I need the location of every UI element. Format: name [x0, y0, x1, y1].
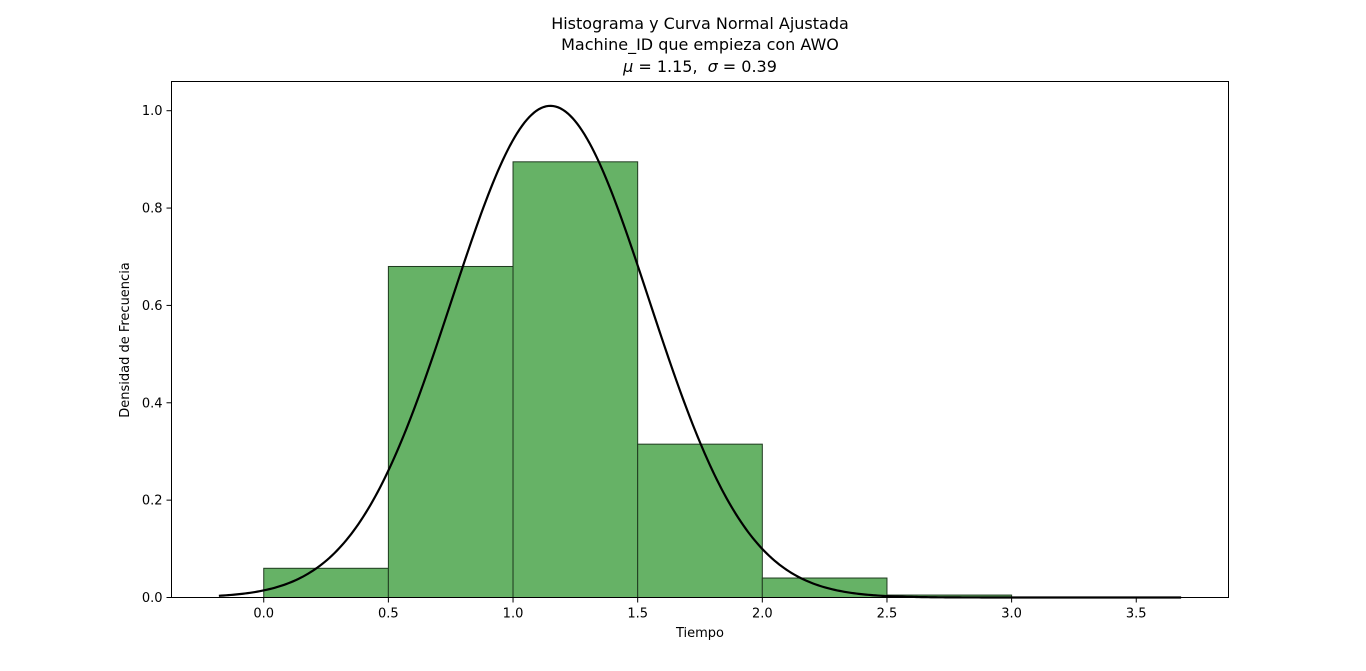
plot-area-frame [171, 81, 1229, 598]
x-axis-ticks: 0.0 0.5 1.0 1.5 2.0 2.5 3.0 3.5 [253, 597, 1147, 622]
histogram-bar [387, 265, 514, 598]
mu-symbol: μ [622, 57, 633, 76]
y-axis-ticks: 0.0 0.2 0.4 0.6 0.8 1.0 [142, 104, 172, 606]
x-axis-label: Tiempo [675, 626, 724, 641]
histogram-bar [512, 161, 639, 599]
chart-title-line-2: Machine_ID que empieza con AWO [561, 35, 839, 55]
y-tick-label: 0.8 [142, 202, 163, 217]
x-tick-label: 2.0 [752, 607, 773, 622]
x-tick-label: 0.0 [253, 607, 274, 622]
mu-value: = 1.15, [633, 57, 697, 76]
sigma-value: = 0.39 [718, 57, 777, 76]
x-tick-label: 2.5 [877, 607, 898, 622]
y-tick-label: 0.0 [142, 591, 163, 606]
x-tick-label: 1.0 [503, 607, 524, 622]
y-tick-label: 0.2 [142, 494, 163, 509]
histogram-bar [263, 567, 389, 599]
chart-title-line-1: Histograma y Curva Normal Ajustada [551, 14, 849, 33]
x-tick-label: 0.5 [378, 607, 399, 622]
x-tick-label: 1.5 [627, 607, 648, 622]
histogram-bar [637, 443, 763, 598]
x-tick-label: 3.5 [1126, 607, 1147, 622]
sigma-symbol: σ [708, 57, 719, 76]
x-tick-label: 3.0 [1001, 607, 1022, 622]
y-tick-label: 0.4 [142, 396, 163, 411]
chart-subtitle-parameters: μ = 1.15, σ = 0.39 [622, 57, 777, 76]
histogram-bars [263, 161, 1013, 599]
y-axis-label: Densidad de Frecuencia [118, 262, 133, 418]
y-tick-label: 1.0 [142, 104, 163, 119]
y-tick-label: 0.6 [142, 299, 163, 314]
